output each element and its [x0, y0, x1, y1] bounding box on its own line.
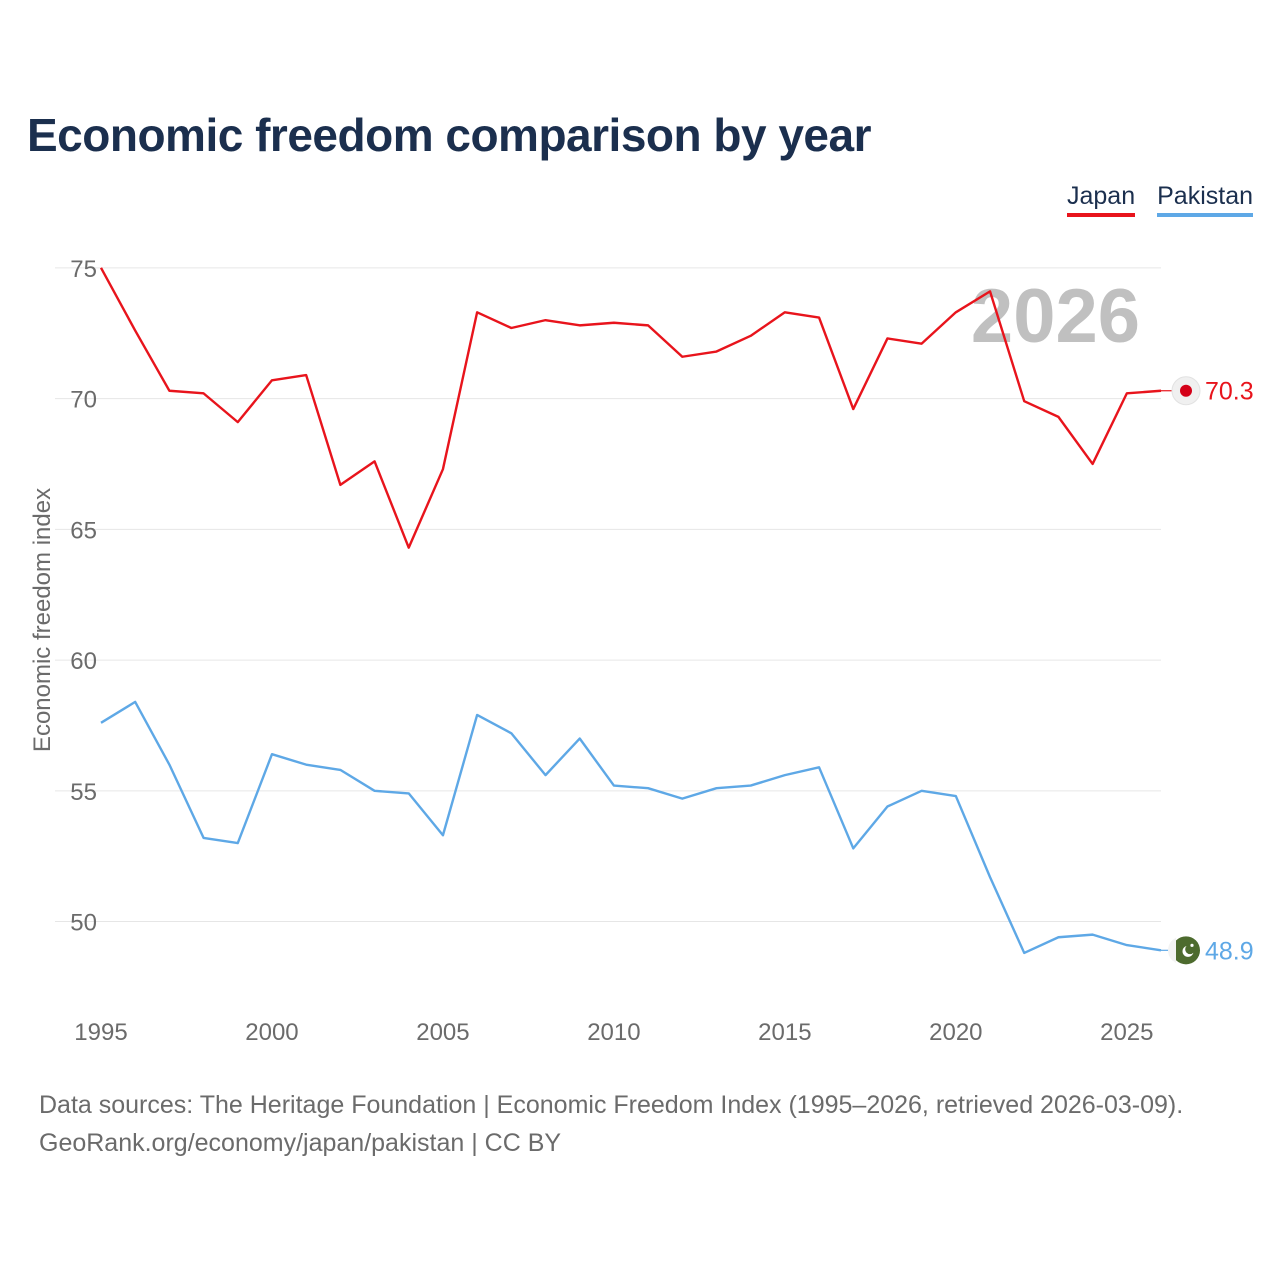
data-point [577, 322, 583, 328]
data-point [166, 762, 172, 768]
data-point [372, 458, 378, 464]
data-point [782, 309, 788, 315]
chart-title: Economic freedom comparison by year [27, 109, 872, 161]
data-point [132, 699, 138, 705]
y-tick-label: 55 [70, 779, 97, 806]
data-point [303, 372, 309, 378]
end-value-label: 48.9 [1205, 937, 1254, 965]
data-point [337, 767, 343, 773]
data-point [1055, 934, 1061, 940]
data-point [474, 309, 480, 315]
series-line-japan [99, 267, 1162, 549]
data-point [269, 751, 275, 757]
data-point [987, 288, 993, 294]
data-point [645, 322, 651, 328]
data-point [98, 265, 104, 271]
data-point [440, 466, 446, 472]
data-point [235, 840, 241, 846]
data-point [884, 804, 890, 810]
flag-stripe [1167, 937, 1176, 963]
y-tick-label: 75 [70, 256, 97, 283]
data-point [1090, 932, 1096, 938]
data-point [919, 788, 925, 794]
data-point [337, 482, 343, 488]
data-sources-text: Data sources: The Heritage Foundation | … [39, 1091, 1184, 1119]
y-tick-label: 65 [70, 517, 97, 544]
year-watermark: 2026 [971, 274, 1140, 359]
data-point [1021, 950, 1027, 956]
data-point [748, 783, 754, 789]
data-point [372, 788, 378, 794]
flag-star [1190, 943, 1194, 947]
data-point [543, 317, 549, 323]
series-pakistan: 48.9 [98, 699, 1254, 965]
data-point [1124, 942, 1130, 948]
data-point [919, 341, 925, 347]
data-point [850, 845, 856, 851]
series-line-pakistan [100, 700, 1162, 955]
x-tick-label: 2020 [929, 1019, 982, 1046]
data-point [508, 730, 514, 736]
legend: Japan Pakistan [1066, 182, 1253, 217]
data-point [508, 325, 514, 331]
data-point [816, 764, 822, 770]
data-point [1090, 461, 1096, 467]
data-point [577, 736, 583, 742]
data-point [611, 320, 617, 326]
data-point [201, 390, 207, 396]
data-point [269, 377, 275, 383]
data-point [679, 796, 685, 802]
data-point [987, 874, 993, 880]
x-tick-label: 1995 [74, 1019, 127, 1046]
data-point [98, 720, 104, 726]
data-point [1055, 414, 1061, 420]
pakistan-flag-icon [1167, 936, 1200, 965]
data-point [543, 772, 549, 778]
data-point [884, 335, 890, 341]
data-point [406, 790, 412, 796]
y-tick-label: 50 [70, 910, 97, 937]
data-point [953, 793, 959, 799]
data-point [474, 712, 480, 718]
y-tick-label: 60 [70, 648, 97, 675]
y-axis-label: Economic freedom index [29, 488, 56, 752]
x-tick-label: 2015 [758, 1019, 811, 1046]
data-point [953, 309, 959, 315]
data-point [440, 832, 446, 838]
data-point [1021, 398, 1027, 404]
attribution-text: GeoRank.org/economy/japan/pakistan | CC … [39, 1129, 562, 1157]
data-point [406, 545, 412, 551]
legend-item-pakistan[interactable]: Pakistan [1157, 182, 1253, 217]
data-point [816, 315, 822, 321]
data-point [679, 354, 685, 360]
data-point [303, 762, 309, 768]
flag-sun [1180, 384, 1192, 397]
data-point [713, 785, 719, 791]
y-tick-label: 70 [70, 387, 97, 414]
data-point [713, 349, 719, 355]
end-value-label: 70.3 [1205, 378, 1254, 406]
series-japan: 70.3 [98, 265, 1254, 551]
data-point [850, 406, 856, 412]
x-tick-label: 2000 [245, 1019, 298, 1046]
x-tick-label: 2005 [416, 1019, 469, 1046]
japan-flag-icon [1171, 376, 1201, 406]
footer: Data sources: The Heritage Foundation | … [39, 1086, 1183, 1162]
data-point [611, 783, 617, 789]
data-point [1124, 390, 1130, 396]
x-tick-label: 2025 [1100, 1019, 1153, 1046]
data-point [748, 333, 754, 339]
x-tick-label: 2010 [587, 1019, 640, 1046]
data-point [201, 835, 207, 841]
legend-item-japan[interactable]: Japan [1066, 182, 1136, 217]
data-point [132, 328, 138, 334]
data-point [645, 785, 651, 791]
line-chart: 50 55 60 65 70 75 1995 2000 2005 2010 2015 2020 2025… [29, 256, 1254, 1046]
data-point [166, 388, 172, 394]
flag-crescent-cut [1185, 944, 1195, 955]
data-point [782, 772, 788, 778]
data-point [235, 419, 241, 425]
